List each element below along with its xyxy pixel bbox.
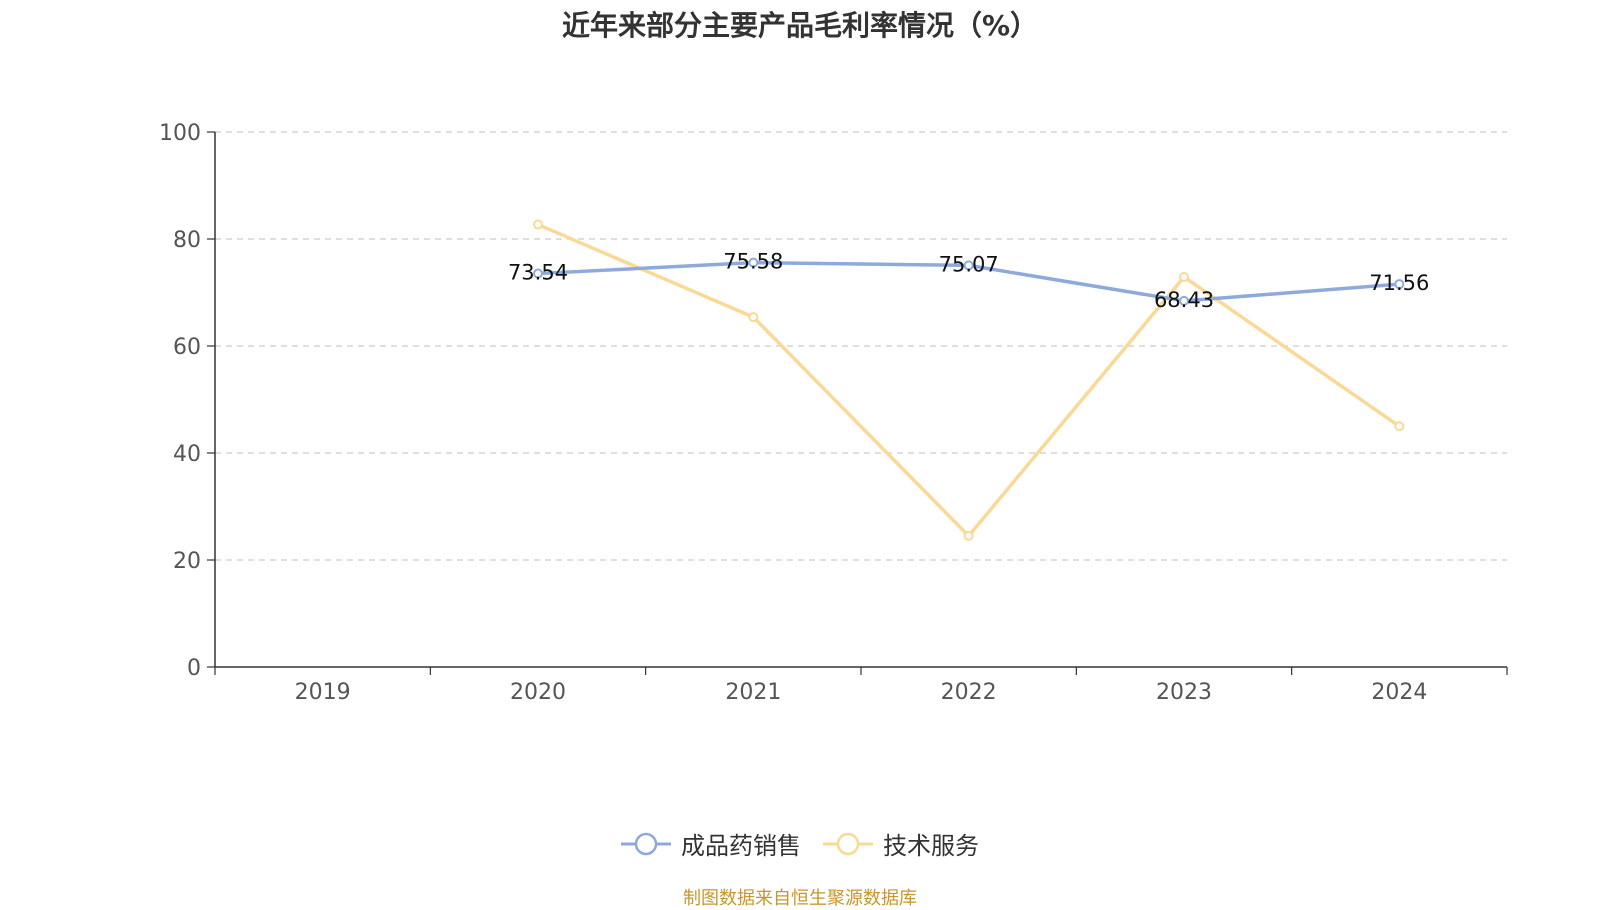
point-s1-2020	[533, 219, 543, 230]
point-s1-2023	[1179, 271, 1189, 282]
data-labels: 73.54 75.58 75.07 68.43 71.56	[508, 250, 1429, 312]
y-tick-label-20: 20	[173, 549, 201, 574]
data-label-s0-2022: 75.07	[939, 252, 999, 276]
x-tick-label-2020: 2020	[510, 680, 566, 705]
y-tick-label-80: 80	[173, 228, 201, 253]
point-s0-2021	[748, 257, 759, 268]
data-label-s0-2020: 73.54	[508, 261, 568, 285]
data-label-s0-2023: 68.43	[1154, 288, 1214, 312]
legend: 成品药销售 技术服务	[0, 826, 1600, 861]
y-tick-label-0: 0	[187, 656, 201, 681]
x-tick-label-2022: 2022	[941, 680, 997, 705]
x-tick-label-2023: 2023	[1156, 680, 1212, 705]
legend-item-1[interactable]: 技术服务	[823, 826, 979, 861]
legend-label-1: 技术服务	[883, 832, 979, 860]
legend-swatch-1	[823, 832, 873, 855]
point-s0-2020	[533, 268, 543, 279]
point-s1-2022	[963, 530, 974, 541]
point-s1-2024	[1394, 421, 1405, 432]
point-s0-2022	[963, 260, 974, 271]
x-tick-label-2019: 2019	[295, 680, 351, 705]
series-points	[533, 219, 1405, 541]
source-note: 制图数据来自恒生聚源数据库	[683, 888, 917, 909]
y-tick-label-40: 40	[173, 442, 201, 467]
y-tick-label-60: 60	[173, 335, 201, 360]
legend-swatch-0	[621, 832, 671, 855]
point-s1-2021	[748, 312, 759, 323]
y-tick-label-100: 100	[159, 121, 201, 146]
data-label-s0-2024: 71.56	[1369, 271, 1429, 295]
chart-title: 近年来部分主要产品毛利率情况（%）	[561, 9, 1039, 42]
legend-label-0: 成品药销售	[681, 832, 801, 860]
legend-item-0[interactable]: 成品药销售	[621, 826, 801, 861]
grid-lines	[215, 131, 1507, 561]
data-label-s0-2021: 75.58	[723, 250, 783, 274]
axes: 0 20 40 60 80 100 2019 2020 2021 2022 2023 2024	[159, 121, 1508, 705]
line-chart: 0 20 40 60 80 100 2019 2020 2021 2022 2023 2024 73.…	[159, 121, 1508, 705]
point-s0-2024	[1394, 279, 1405, 290]
x-tick-label-2024: 2024	[1371, 680, 1427, 705]
point-s0-2023	[1179, 295, 1189, 306]
x-tick-label-2021: 2021	[725, 680, 781, 705]
